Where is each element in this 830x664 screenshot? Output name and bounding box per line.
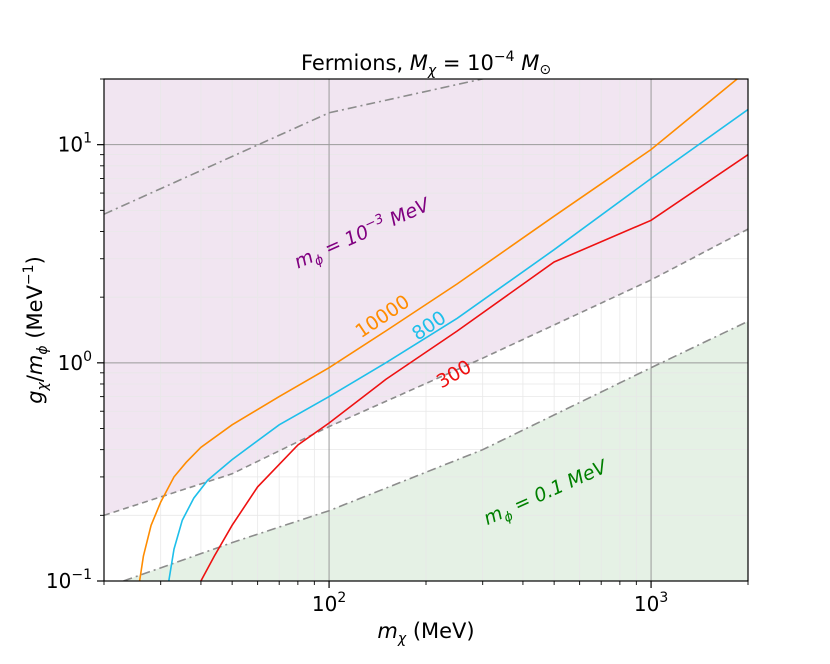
y-tick-label: 100 bbox=[58, 349, 92, 375]
y-tick-label: 101 bbox=[58, 131, 92, 157]
region-green bbox=[104, 321, 748, 581]
x-tick-label: 102 bbox=[312, 590, 346, 616]
boundary-line-2 bbox=[104, 228, 748, 517]
series-line-300 bbox=[200, 154, 748, 581]
x-axis-label: mχ (MeV) bbox=[377, 619, 474, 647]
chart-title: Fermions, Mχ = 10−4 M⊙ bbox=[301, 49, 551, 79]
boundary-line-1 bbox=[104, 79, 486, 215]
series-line-10000 bbox=[138, 79, 738, 581]
x-tick-label: 103 bbox=[634, 590, 668, 616]
series-line-800 bbox=[168, 108, 748, 581]
y-axis-label: gχ/mϕ (MeV−1) bbox=[21, 256, 51, 404]
y-tick-label: 10−1 bbox=[46, 567, 92, 593]
boundary-line-3 bbox=[123, 320, 748, 581]
